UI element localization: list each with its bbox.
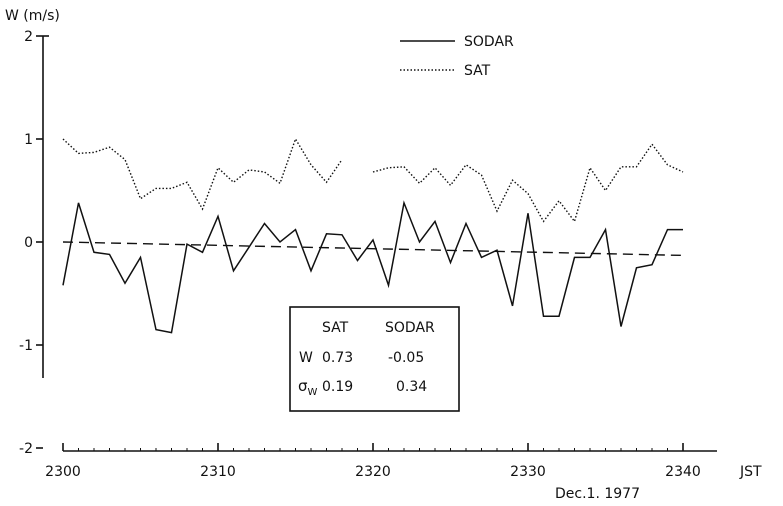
y-ticks: -2 -1 0 1 2 xyxy=(19,29,49,457)
sat-series-line-1 xyxy=(62,137,343,211)
legend: SODAR SAT xyxy=(400,34,514,79)
date-note: Dec.1. 1977 xyxy=(555,486,640,502)
stats-row-w-sodar: -0.05 xyxy=(388,350,424,366)
y-tick-label: 0 xyxy=(24,235,33,251)
y-tick-label: 1 xyxy=(24,132,33,148)
stats-table-box xyxy=(289,306,460,412)
stats-table: SAT SODAR W 0.73 -0.05 σW 0.19 0.34 xyxy=(289,306,460,412)
stats-row-sigma-label: σW xyxy=(298,377,318,398)
y-axis: W (m/s) xyxy=(5,8,60,378)
y-tick-label: -1 xyxy=(19,338,33,354)
stats-header-sat: SAT xyxy=(322,320,349,336)
sigma-subscript: W xyxy=(308,387,318,398)
x-tick-label: 2330 xyxy=(510,464,546,480)
mean-series-line xyxy=(62,241,684,257)
stats-row-sigma-sat: 0.19 xyxy=(322,379,353,395)
y-tick-label: -2 xyxy=(19,441,33,457)
legend-sat-label: SAT xyxy=(464,63,491,79)
stats-row-w-sat: 0.73 xyxy=(322,350,353,366)
stats-row-sigma-sodar: 0.34 xyxy=(396,379,427,395)
legend-sodar-label: SODAR xyxy=(464,34,514,50)
x-ticks: 2300 2310 2320 2330 2340 xyxy=(45,443,701,480)
x-tick-label: 2300 xyxy=(45,464,81,480)
x-axis-unit: JST xyxy=(739,464,762,480)
stats-header-sodar: SODAR xyxy=(385,320,435,336)
stats-row-w-label: W xyxy=(299,350,313,366)
sat-series-line-2 xyxy=(372,143,684,223)
y-tick-label: 2 xyxy=(24,29,33,45)
sigma-symbol: σ xyxy=(298,377,308,395)
x-axis: JST Dec.1. 1977 xyxy=(63,450,762,502)
x-tick-label: 2340 xyxy=(665,464,701,480)
y-axis-label: W (m/s) xyxy=(5,8,60,24)
x-tick-label: 2320 xyxy=(355,464,391,480)
series-group xyxy=(62,137,684,334)
x-tick-label: 2310 xyxy=(200,464,236,480)
sodar-series-line xyxy=(62,200,683,334)
